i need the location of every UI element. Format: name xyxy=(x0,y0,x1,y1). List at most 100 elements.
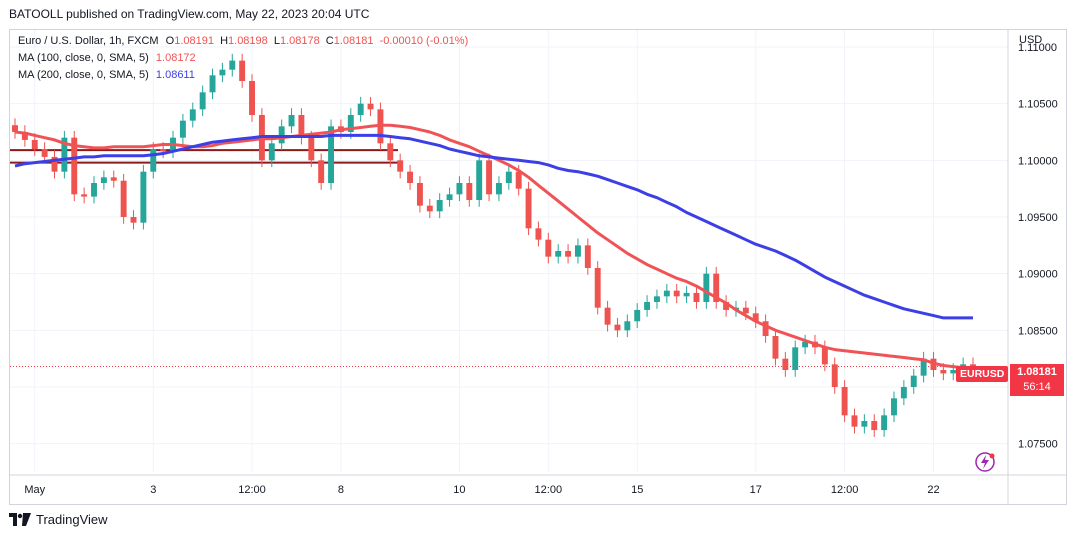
candle-body xyxy=(821,347,828,365)
candle-body xyxy=(298,115,305,138)
candle-body xyxy=(881,415,888,431)
candle-body xyxy=(545,239,552,257)
candle-body xyxy=(476,160,483,200)
candle-body xyxy=(397,160,404,172)
x-tick-label: 12:00 xyxy=(831,484,859,496)
candle-body xyxy=(81,194,88,197)
candle-body xyxy=(308,137,315,161)
candle-body xyxy=(594,268,601,308)
candle-body xyxy=(61,137,68,172)
candle-body xyxy=(486,160,493,195)
tradingview-logo-icon xyxy=(9,513,31,526)
candle-body xyxy=(160,149,167,152)
candle-body xyxy=(130,217,137,223)
candle-body xyxy=(150,149,157,172)
lightning-icon-dot xyxy=(989,453,995,459)
legend-symbol-line: Euro / U.S. Dollar, 1h, FXCM O1.08191 H1… xyxy=(18,34,468,48)
symbol-tag: EURUSD xyxy=(956,366,1009,382)
candle-body xyxy=(920,358,927,376)
legend-open: 1.08191 xyxy=(174,35,214,47)
candle-body xyxy=(12,125,18,132)
candle-body xyxy=(673,290,680,297)
legend-low: 1.08178 xyxy=(279,35,320,47)
candle-body xyxy=(861,421,868,427)
ma100-line xyxy=(14,123,973,370)
candle-body xyxy=(249,81,255,115)
candle-body xyxy=(91,183,97,197)
legend-c-label: C xyxy=(325,35,334,47)
candle-body xyxy=(179,120,186,138)
candle-body xyxy=(604,307,611,325)
candle-body xyxy=(703,273,710,302)
x-tick-label: 10 xyxy=(453,484,465,496)
x-tick-label: 3 xyxy=(150,484,156,496)
candle-body xyxy=(436,200,443,212)
ma200-line xyxy=(14,133,973,320)
y-tick-label: 1.09000 xyxy=(1018,269,1058,281)
candle-body xyxy=(318,160,325,183)
candle-body xyxy=(21,132,28,140)
candle-body xyxy=(416,183,423,206)
candle-body xyxy=(407,171,414,183)
legend-ma100-value: 1.08172 xyxy=(155,52,196,64)
brand-label: TradingView xyxy=(36,512,108,527)
candle-body xyxy=(51,156,58,172)
legend-ma200-value: 1.08611 xyxy=(155,69,195,81)
candle-body xyxy=(328,126,335,183)
y-tick-label: 1.10000 xyxy=(1018,155,1058,167)
candle-body xyxy=(100,177,107,183)
legend-ma200-label: MA (200, close, 0, SMA, 5) xyxy=(18,69,149,81)
x-tick-label: 8 xyxy=(338,484,344,496)
candle-body xyxy=(278,126,285,144)
candle-body xyxy=(565,251,572,257)
candle-body xyxy=(555,251,562,257)
candle-body xyxy=(713,273,720,302)
x-tick-label: May xyxy=(24,484,45,496)
y-tick-label: 1.07500 xyxy=(1018,439,1058,451)
candle-body xyxy=(851,415,858,427)
legend-h-label: H xyxy=(220,35,229,47)
tradingview-brand[interactable]: TradingView xyxy=(9,512,108,527)
x-tick-label: 15 xyxy=(631,484,643,496)
candle-body xyxy=(239,60,246,81)
legend-o-label: O xyxy=(165,35,175,47)
candle-body xyxy=(515,171,522,189)
x-tick-label: 22 xyxy=(927,484,939,496)
candle-body xyxy=(456,183,463,195)
candle-body xyxy=(584,245,591,268)
candle-body xyxy=(446,194,453,200)
candle-body xyxy=(466,183,473,200)
legend-l-label: L xyxy=(273,35,280,47)
candle-body xyxy=(683,292,690,297)
candle-body xyxy=(525,188,532,229)
candle-body xyxy=(209,75,216,93)
bar-countdown: 56:14 xyxy=(1023,381,1051,393)
candle-body xyxy=(644,302,651,310)
candle-body xyxy=(752,313,759,322)
candle-body xyxy=(426,205,433,212)
legend-ma100[interactable]: MA (100, close, 0, SMA, 5) 1.08172 xyxy=(18,51,196,65)
candle-body xyxy=(387,143,394,161)
candle-body xyxy=(772,336,779,359)
candle-body xyxy=(574,245,581,257)
candle-body xyxy=(723,302,730,310)
candle-body xyxy=(199,92,206,110)
candle-body xyxy=(624,321,631,331)
legend-ma200[interactable]: MA (200, close, 0, SMA, 5) 1.08611 xyxy=(18,68,195,82)
candle-body xyxy=(742,307,749,314)
candle-body xyxy=(288,115,295,127)
candle-body xyxy=(268,143,275,161)
candle-body xyxy=(693,292,700,302)
candle-body xyxy=(347,115,354,132)
candle-body xyxy=(762,321,769,336)
publish-header: BATOOLL published on TradingView.com, Ma… xyxy=(9,7,370,21)
candle-body xyxy=(802,341,809,348)
legend-symbol: Euro / U.S. Dollar, 1h, FXCM xyxy=(18,35,159,47)
candle-body xyxy=(950,370,957,374)
legend-high: 1.08198 xyxy=(228,35,268,47)
candle-body xyxy=(841,387,848,416)
lightning-icon xyxy=(975,452,995,472)
candle-body xyxy=(831,364,838,387)
x-tick-label: 17 xyxy=(750,484,762,496)
